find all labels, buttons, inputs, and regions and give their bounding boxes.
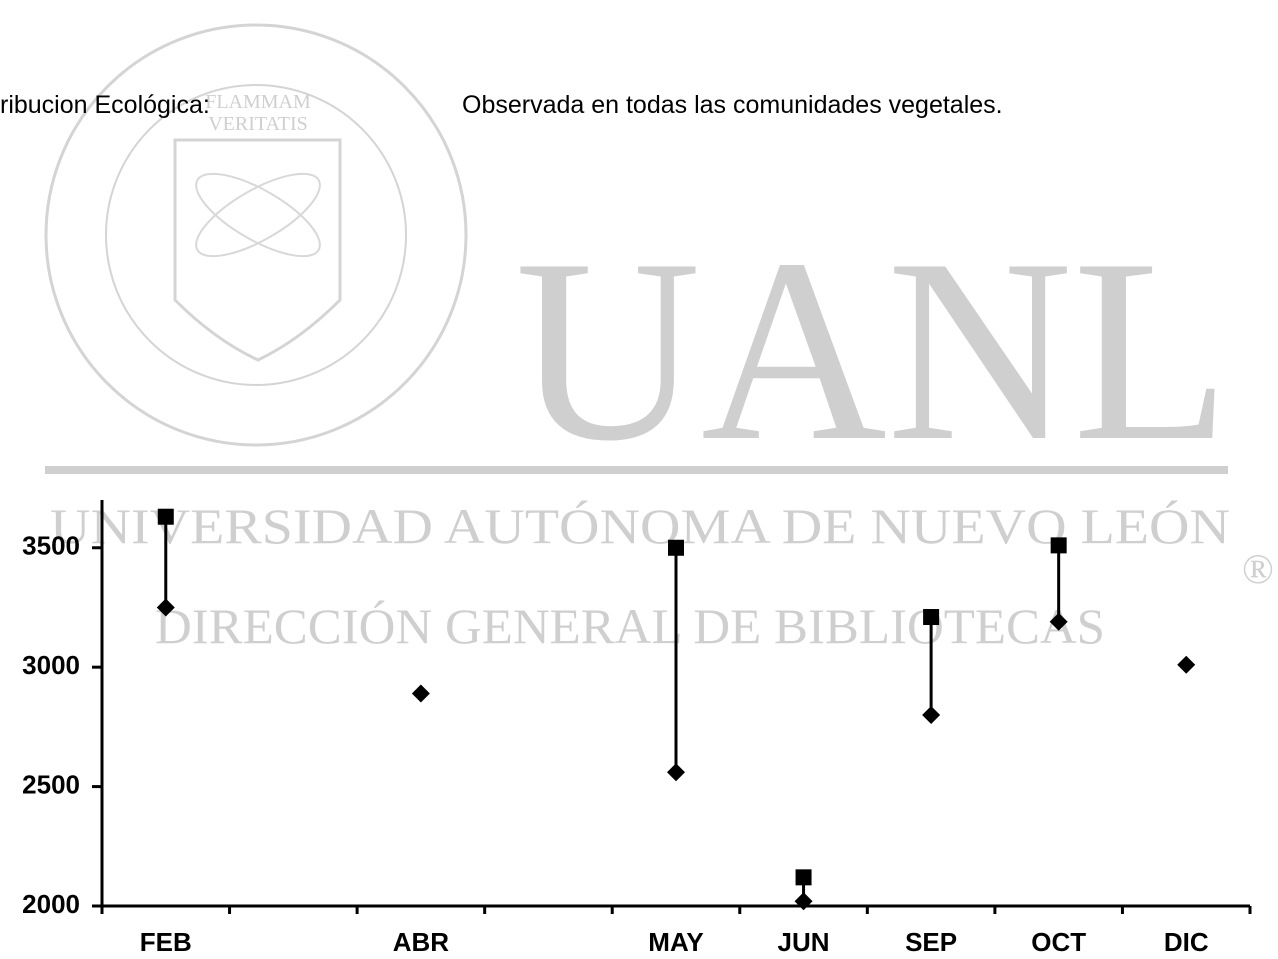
watermark-mark: ® (1242, 547, 1274, 593)
x-tick-label: MAY (648, 927, 703, 957)
watermark-department: DIRECCIÓN GENERAL DE BIBLIOTECAS (155, 598, 1105, 654)
high-marker (795, 869, 812, 886)
watermark-bar (45, 466, 1228, 474)
x-tick-label: ABR (393, 927, 450, 957)
high-marker (923, 609, 940, 626)
y-tick-label: 3000 (22, 650, 80, 680)
x-tick-label: FEB (140, 927, 192, 957)
field-text: Observada en todas las comunidades veget… (462, 91, 1003, 119)
low-marker (156, 598, 175, 617)
low-marker (411, 684, 430, 703)
watermark-logo: UANL (515, 205, 1230, 495)
seal-shield (173, 138, 342, 362)
y-tick-label: 3500 (22, 531, 80, 561)
low-marker (1049, 612, 1068, 631)
high-marker (157, 508, 174, 525)
low-marker (922, 705, 941, 724)
high-marker (668, 539, 684, 556)
seal-atom (195, 172, 321, 258)
watermark-university: UNIVERSIDAD AUTÓNOMA DE NUEVO LEÓN (50, 498, 1230, 554)
seal-motto: VERITATIS (208, 113, 308, 135)
low-marker (1177, 655, 1196, 674)
watermark: FLAMMAM VERITATIS UANL UNIVERSIDAD AUTÓN… (44, 23, 1274, 654)
x-tick-label: JUN (778, 927, 830, 957)
low-marker (794, 892, 813, 911)
x-tick-label: SEP (905, 927, 957, 957)
seal-motto: FLAMMAM (205, 91, 311, 113)
high-marker (1050, 537, 1067, 554)
seal-atom (195, 172, 321, 258)
seal-ring (105, 84, 407, 386)
field-label: ribucion Ecológica: (0, 91, 210, 119)
y-tick-label: 2500 (22, 769, 80, 799)
x-tick-label: DIC (1164, 927, 1209, 957)
chart: 2000 2500 3000 3500 FEB ABR MAY JUN SEP OCT DIC (22, 500, 1252, 957)
low-marker (667, 763, 685, 782)
x-tick-label: OCT (1031, 927, 1086, 957)
y-tick-label: 2000 (22, 889, 80, 919)
seal-ring (44, 23, 468, 447)
